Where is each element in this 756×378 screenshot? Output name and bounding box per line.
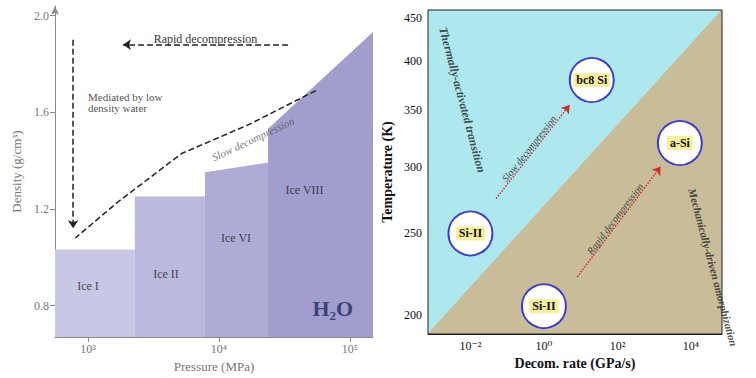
svg-text:Ice VIII: Ice VIII <box>285 183 323 197</box>
svg-text:400: 400 <box>404 54 422 68</box>
svg-text:10³: 10³ <box>80 342 96 356</box>
svg-text:density water: density water <box>88 102 147 114</box>
svg-text:Rapid decompression: Rapid decompression <box>154 32 258 46</box>
svg-text:Thermally-activated transition: Thermally-activated transition <box>436 25 489 174</box>
svg-text:Ice I: Ice I <box>77 279 99 293</box>
svg-text:250: 250 <box>404 226 422 240</box>
svg-text:Si-II: Si-II <box>459 226 483 240</box>
svg-text:10⁴: 10⁴ <box>211 342 227 356</box>
svg-text:Ice II: Ice II <box>153 267 179 281</box>
svg-text:10⁵: 10⁵ <box>342 342 358 356</box>
svg-text:Slow decompression: Slow decompression <box>499 113 558 184</box>
svg-text:Density (g/cm³): Density (g/cm³) <box>9 130 24 212</box>
svg-text:Pressure (MPa): Pressure (MPa) <box>174 359 255 374</box>
svg-text:Ice VI: Ice VI <box>221 231 251 245</box>
svg-text:10⁴: 10⁴ <box>683 339 699 353</box>
svg-text:Mediated by low: Mediated by low <box>88 91 166 104</box>
svg-text:2.0: 2.0 <box>34 9 49 23</box>
svg-text:Slow decompression: Slow decompression <box>210 114 297 163</box>
svg-text:Decom. rate (GPa/s): Decom. rate (GPa/s) <box>515 356 636 372</box>
svg-text:10²: 10² <box>610 339 626 353</box>
svg-text:450: 450 <box>404 11 422 25</box>
svg-text:10⁻²: 10⁻² <box>459 339 481 353</box>
svg-text:Si-II: Si-II <box>532 299 556 313</box>
svg-text:Rapid decompression: Rapid decompression <box>584 181 645 257</box>
svg-text:Mechanically-driven amorphizat: Mechanically-driven amorphization <box>686 186 740 347</box>
svg-text:1.2: 1.2 <box>34 202 49 216</box>
svg-text:H₂O: H₂O <box>312 296 353 321</box>
svg-text:350: 350 <box>404 103 422 117</box>
svg-text:10⁰: 10⁰ <box>536 339 553 353</box>
svg-text:a-Si: a-Si <box>670 136 691 150</box>
svg-text:Temperature (K): Temperature (K) <box>380 121 396 223</box>
svg-text:300: 300 <box>404 160 422 174</box>
svg-text:200: 200 <box>404 308 422 322</box>
svg-text:1.6: 1.6 <box>34 105 49 119</box>
svg-text:bc8 Si: bc8 Si <box>576 73 608 87</box>
svg-text:0.8: 0.8 <box>34 299 49 313</box>
